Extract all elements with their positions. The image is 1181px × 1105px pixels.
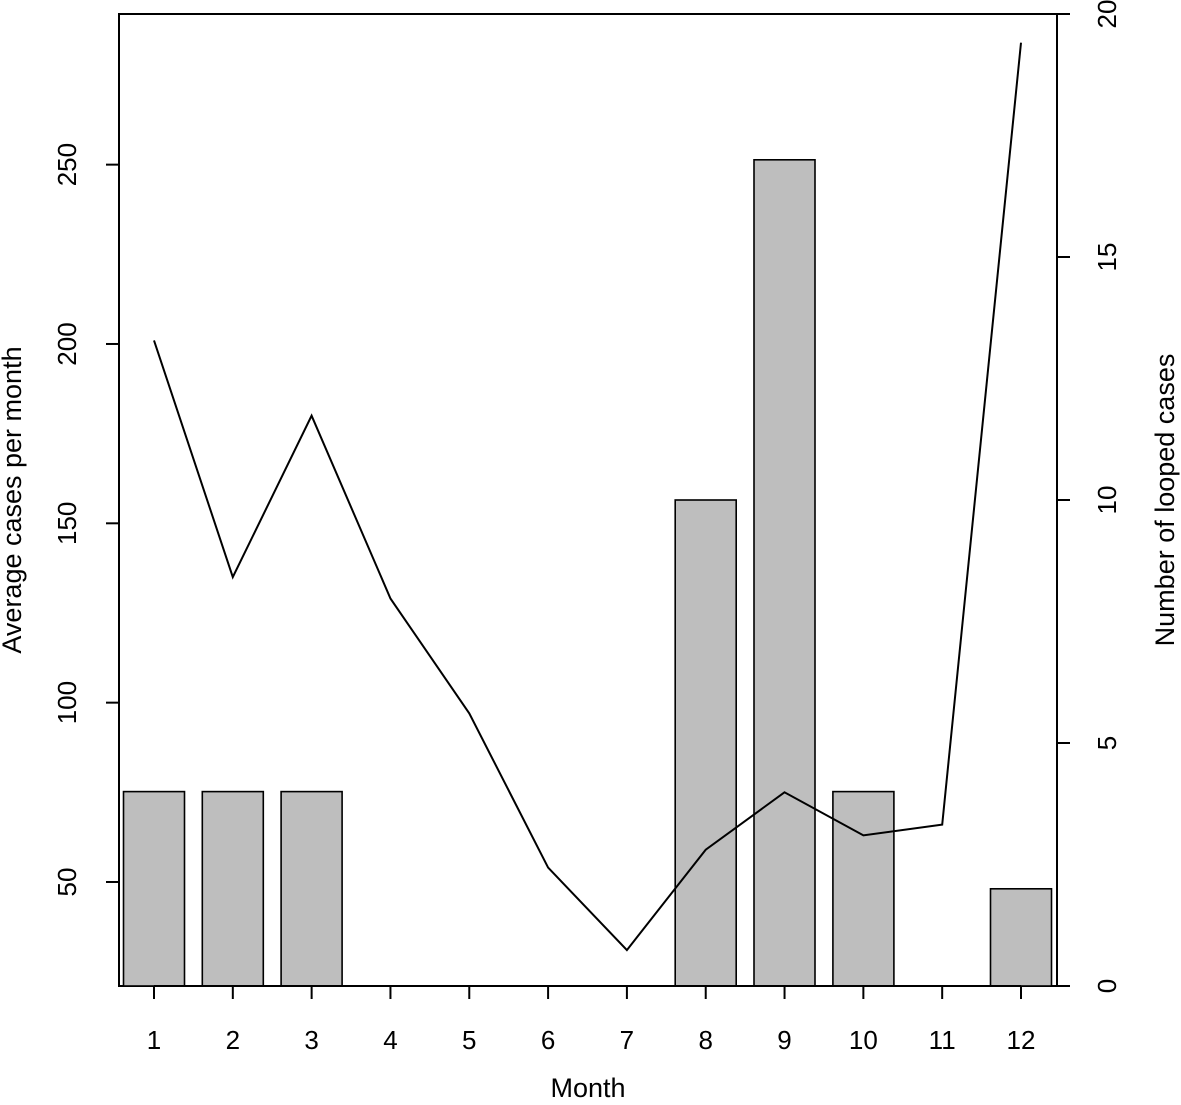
y2-axis-label: Number of looped cases [1150,354,1180,647]
y-tick-label: 50 [52,868,82,897]
x-tick-label: 9 [777,1025,791,1055]
y-axis-label: Average cases per month [0,346,27,653]
y-axis-right: 0 5 10 15 20 [1056,0,1122,993]
bars-layer [122,159,1053,987]
y-tick-label: 100 [52,681,82,724]
bar-month-9 [753,159,816,987]
x-tick-label: 8 [698,1025,712,1055]
y2-tick-label: 15 [1092,243,1122,272]
x-tick-label: 7 [620,1025,634,1055]
bar-month-12 [989,887,1053,987]
x-tick-label: 12 [1007,1025,1036,1055]
y-axis-left: 50 100 150 200 250 [52,143,120,897]
y-tick-label: 150 [52,502,82,545]
y2-tick-label: 10 [1092,486,1122,515]
bar-month-3 [280,790,343,987]
average-cases-line [153,42,1022,952]
x-axis-label: Month [550,1073,625,1103]
y-tick-label: 250 [52,143,82,186]
y2-tick-label: 20 [1092,0,1122,28]
y-tick-label: 200 [52,322,82,365]
line-layer [153,42,1022,952]
bar-month-10 [832,790,895,987]
x-tick-label: 3 [304,1025,318,1055]
y2-tick-label: 0 [1092,979,1122,993]
bar-month-2 [201,790,265,987]
x-tick-label: 11 [929,1025,956,1055]
x-tick-label: 2 [226,1025,240,1055]
x-tick-label: 5 [462,1025,476,1055]
x-tick-label: 10 [849,1025,878,1055]
bar-month-8 [674,499,738,987]
x-tick-label: 1 [147,1025,161,1055]
x-tick-label: 6 [541,1025,555,1055]
y2-tick-label: 5 [1092,736,1122,750]
bar-month-1 [122,790,186,987]
x-tick-label: 4 [383,1025,397,1055]
x-axis: 1 2 3 4 5 6 7 8 9 10 11 12 [147,985,1036,1055]
